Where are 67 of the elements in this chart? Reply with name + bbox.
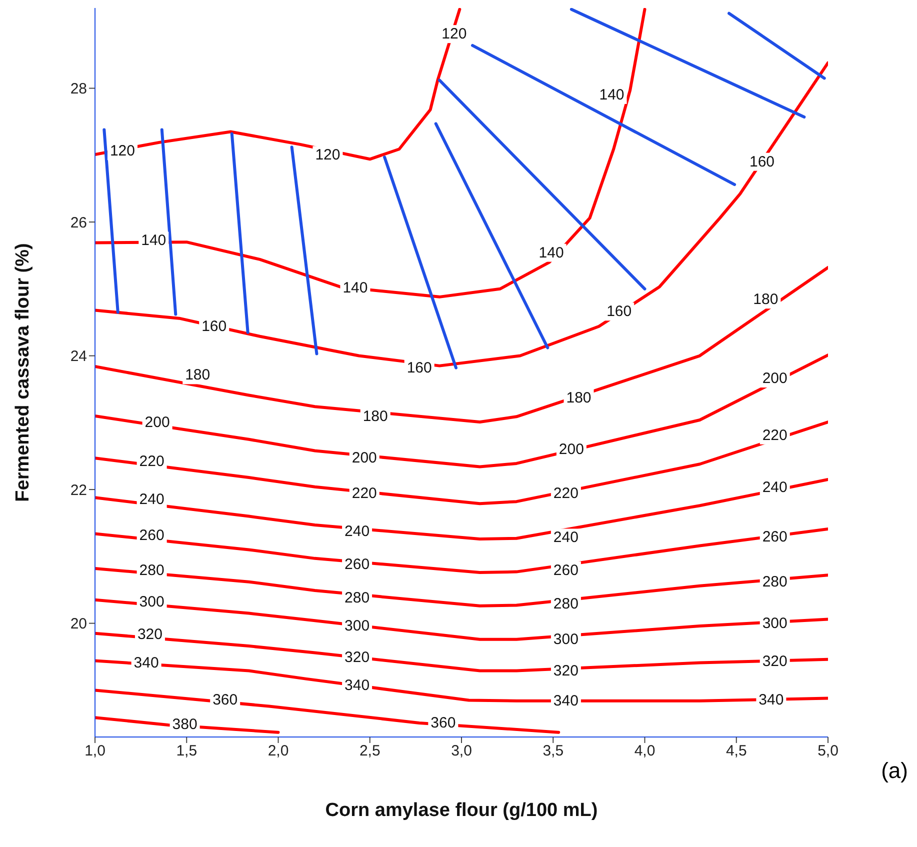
annotation: 380 xyxy=(172,716,198,733)
x-tick-label: 3,0 xyxy=(451,742,472,760)
annotation: 240 xyxy=(344,523,370,540)
annotation: 140 xyxy=(141,232,166,250)
y-tick-label: 22 xyxy=(70,482,87,499)
annotation: 260 xyxy=(553,562,578,579)
annotation: 340 xyxy=(344,677,370,694)
annotation: 360 xyxy=(430,714,456,732)
annotation: 160 xyxy=(606,303,632,320)
annotation: 160 xyxy=(750,153,775,170)
annotation: 180 xyxy=(566,389,592,406)
annotation: 180 xyxy=(185,366,210,384)
annotation: 220 xyxy=(352,485,377,502)
annotation: 280 xyxy=(762,573,788,590)
annotation: 120 xyxy=(110,142,136,160)
annotation: 220 xyxy=(762,426,788,444)
annotation: 280 xyxy=(344,589,370,606)
annotation: 180 xyxy=(362,408,388,426)
annotation: 340 xyxy=(553,692,578,710)
annotation: 300 xyxy=(553,630,578,648)
annotation: 120 xyxy=(315,146,340,164)
annotation: 280 xyxy=(139,562,164,579)
x-axis-title: Corn amylase flour (g/100 mL) xyxy=(325,800,598,821)
annotation: 200 xyxy=(558,440,584,458)
annotation: 260 xyxy=(139,527,164,544)
annotation: 320 xyxy=(553,662,578,680)
annotation: 160 xyxy=(406,359,432,376)
annotation: 300 xyxy=(344,617,370,634)
x-tick-label: 1,5 xyxy=(176,742,198,760)
annotation: 200 xyxy=(762,370,788,388)
x-tick-label: 3,5 xyxy=(542,742,564,760)
x-tick-label: 2,0 xyxy=(268,742,289,760)
annotation: 180 xyxy=(753,291,778,308)
annotation: 140 xyxy=(342,280,368,297)
annotation: 360 xyxy=(212,692,238,709)
annotation: 340 xyxy=(134,654,159,672)
x-tick-label: 2,5 xyxy=(359,742,380,760)
annotation: 200 xyxy=(144,414,170,432)
y-axis-title: Fermented cassava flour (%) xyxy=(12,243,34,502)
annotation: 160 xyxy=(202,318,227,335)
x-tick-label: 5,0 xyxy=(818,742,838,760)
annotation: 140 xyxy=(599,86,624,104)
y-tick-label: 20 xyxy=(70,616,87,633)
annotation: 300 xyxy=(139,593,164,610)
annotation: 340 xyxy=(758,692,784,709)
y-tick-label: 26 xyxy=(70,214,87,232)
annotation: 320 xyxy=(137,626,162,644)
annotation: 260 xyxy=(762,528,788,546)
annotation: 120 xyxy=(442,26,467,43)
text: (a) xyxy=(881,758,908,784)
annotation: 240 xyxy=(553,529,578,546)
y-tick-label: 24 xyxy=(70,348,87,366)
annotation: 240 xyxy=(139,491,164,508)
annotation: 320 xyxy=(762,652,788,670)
x-tick-label: 1,0 xyxy=(84,742,106,760)
annotation: 200 xyxy=(352,450,377,467)
annotation: 320 xyxy=(344,648,370,666)
annotation: 220 xyxy=(553,485,578,502)
annotation: 300 xyxy=(762,614,788,632)
y-tick-label: 28 xyxy=(70,80,87,98)
x-tick-label: 4,0 xyxy=(634,742,656,760)
annotation: 260 xyxy=(344,556,370,573)
annotation: 280 xyxy=(553,595,578,612)
annotation: 140 xyxy=(538,244,564,262)
x-tick-label: 4,5 xyxy=(726,742,747,760)
annotation: 220 xyxy=(139,452,164,470)
annotation: 240 xyxy=(762,479,788,496)
